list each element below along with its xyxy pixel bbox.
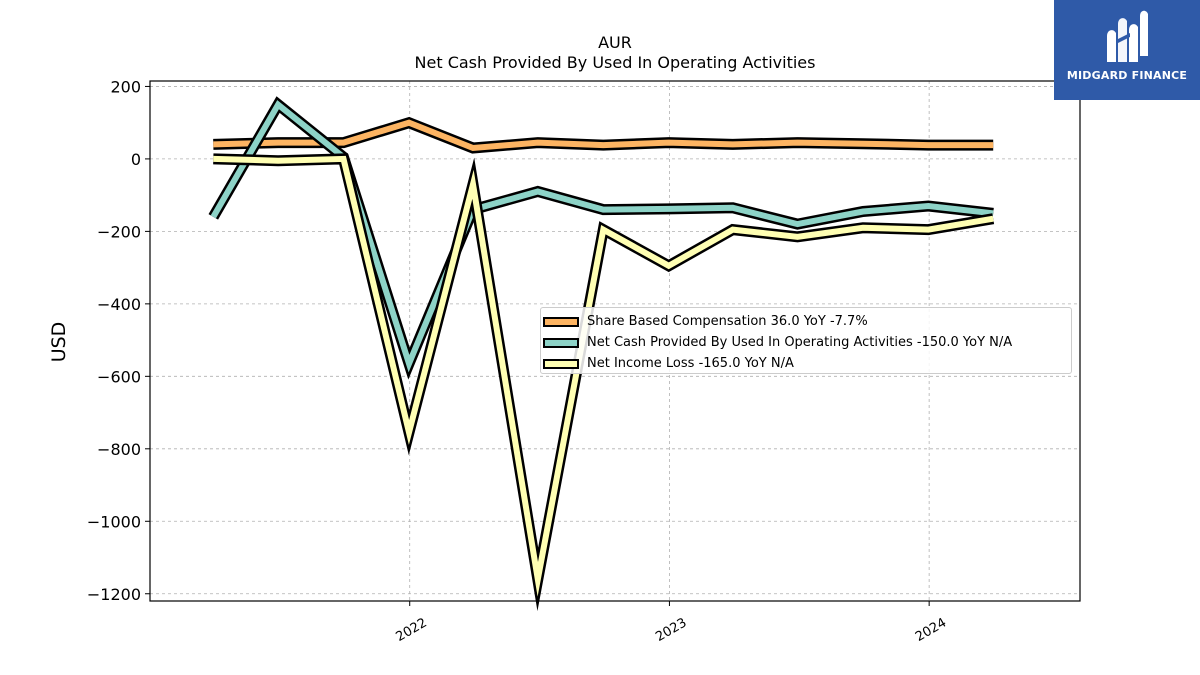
y-tick-label: −400 (97, 295, 141, 314)
plot-frame (149, 80, 1081, 602)
y-tick-label: −1000 (87, 512, 141, 531)
x-tick-label: 2022 (394, 615, 430, 645)
logo-name: MIDGARD FINANCE (1066, 69, 1188, 82)
chart-title: AUR (598, 33, 632, 52)
y-tick-label: 0 (131, 150, 141, 169)
grid (150, 81, 1080, 601)
x-tick-label: 2024 (913, 615, 949, 645)
series-core (213, 155, 994, 597)
brand-logo: MIDGARD FINANCE (1054, 0, 1200, 100)
series-line (213, 153, 995, 612)
y-axis-label: USD (48, 322, 70, 363)
series-core (213, 119, 994, 152)
legend-item: Share Based Compensation 36.0 YoY -7.7% (541, 311, 1071, 332)
legend-label: Net Cash Provided By Used In Operating A… (587, 335, 1013, 350)
series-layer (208, 96, 995, 612)
logo-mark-icon (1107, 10, 1148, 62)
legend-item: Net Income Loss -165.0 YoY N/A (541, 353, 1071, 374)
y-tick-label: 200 (110, 77, 141, 96)
legend-swatch (543, 337, 579, 348)
x-tick-label: 2023 (653, 615, 689, 645)
series-line (213, 116, 994, 154)
chart-subtitle: Net Cash Provided By Used In Operating A… (415, 53, 816, 72)
y-tick-label: −600 (97, 367, 141, 386)
legend-swatch (543, 316, 579, 327)
legend-swatch (543, 358, 579, 369)
legend: Share Based Compensation 36.0 YoY -7.7% … (540, 307, 1072, 374)
y-tick-label: −200 (97, 222, 141, 241)
legend-item: Net Cash Provided By Used In Operating A… (541, 332, 1071, 353)
y-tick-label: −800 (97, 440, 141, 459)
y-tick-label: −1200 (87, 585, 141, 604)
legend-label: Share Based Compensation 36.0 YoY -7.7% (587, 314, 868, 329)
legend-label: Net Income Loss -165.0 YoY N/A (587, 356, 794, 371)
